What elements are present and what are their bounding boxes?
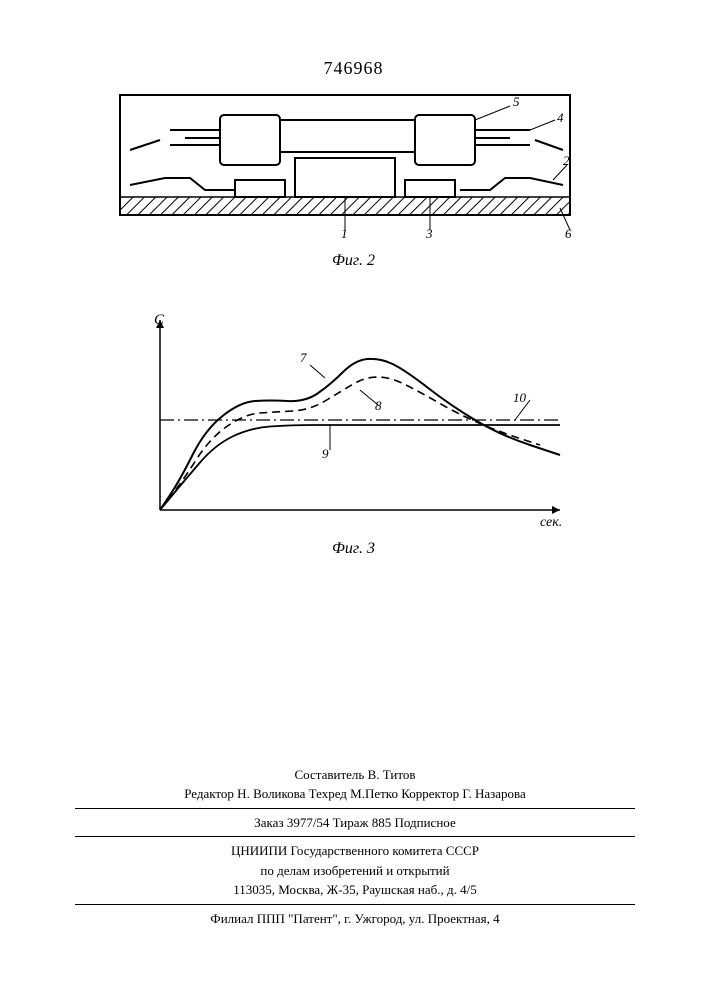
- colophon-branch: Филиал ППП "Патент", г. Ужгород, ул. Про…: [75, 909, 635, 929]
- colophon-org2: по делам изобретений и открытий: [75, 861, 635, 881]
- colophon-org1: ЦНИИПИ Государственного комитета СССР: [75, 841, 635, 861]
- fig3-yaxis-label: C: [154, 312, 165, 328]
- figure-2: 5 4 2 1 3 6: [115, 90, 575, 240]
- fig2-callout-6: 6: [565, 226, 572, 240]
- fig3-curve-9-label: 9: [322, 446, 329, 461]
- figure-2-svg: 5 4 2 1 3 6: [115, 90, 575, 240]
- fig3-curve-7-label: 7: [300, 350, 307, 365]
- fig3-xaxis-label: сек.: [540, 515, 562, 530]
- fig2-callout-1: 1: [341, 226, 348, 240]
- colophon: Составитель В. Титов Редактор Н. Воликов…: [75, 765, 635, 929]
- patent-number: 746968: [0, 58, 707, 79]
- fig2-callout-5: 5: [513, 94, 520, 109]
- fig2-callout-2: 2: [563, 153, 570, 168]
- colophon-rule-3: [75, 904, 635, 905]
- figure-3-label: Фиг. 3: [0, 540, 707, 558]
- fig3-curve-10-label: 10: [513, 390, 527, 405]
- figure-2-label: Фиг. 2: [0, 252, 707, 270]
- colophon-rule-2: [75, 836, 635, 837]
- colophon-order: Заказ 3977/54 Тираж 885 Подписное: [75, 813, 635, 833]
- colophon-editor: Редактор Н. Воликова Техред М.Петко Корр…: [75, 784, 635, 804]
- figure-3-svg: C сек. 7 8 9 10: [140, 310, 570, 530]
- colophon-composer: Составитель В. Титов: [75, 765, 635, 785]
- fig2-callout-4: 4: [557, 110, 564, 125]
- figure-3: C сек. 7 8 9 10: [140, 310, 570, 530]
- fig2-callout-3: 3: [425, 226, 433, 240]
- colophon-address: 113035, Москва, Ж-35, Раушская наб., д. …: [75, 880, 635, 900]
- fig3-curve-8-label: 8: [375, 398, 382, 413]
- colophon-rule-1: [75, 808, 635, 809]
